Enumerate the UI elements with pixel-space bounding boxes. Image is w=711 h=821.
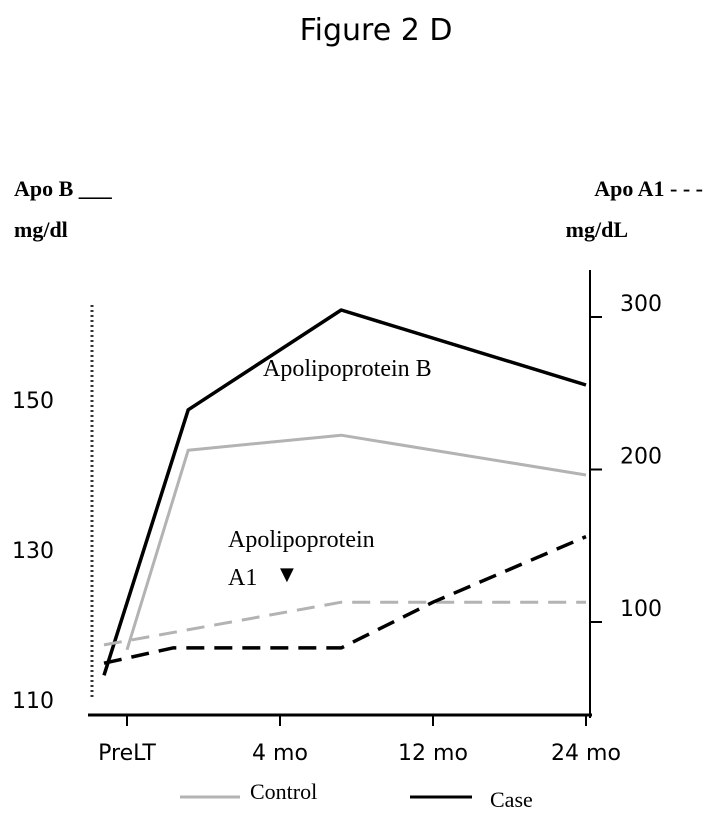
right-tick-label: 200 xyxy=(620,445,662,470)
x-tick-label: 12 mo xyxy=(398,741,468,766)
left-axis-unit: mg/dl xyxy=(14,217,68,242)
series-line-case-apoa1 xyxy=(103,534,587,665)
right-tick-label: 300 xyxy=(620,292,662,317)
x-tick-layer: PreLT 4 mo 12 mo 24 mo xyxy=(98,715,621,766)
series-layer xyxy=(102,308,587,676)
left-tick-label: 110 xyxy=(12,689,54,714)
x-tick-label: 24 mo xyxy=(551,741,621,766)
x-tick-label: PreLT xyxy=(98,741,156,766)
right-tick-label: 100 xyxy=(620,597,662,622)
left-tick-label: 130 xyxy=(12,539,54,564)
right-axis-label: Apo A1 - - - xyxy=(594,176,703,201)
series-line-control-apob xyxy=(125,433,587,651)
apoa1-annotation-line2: A1 xyxy=(228,565,257,591)
legend-label-control: Control xyxy=(250,779,317,804)
legend-label-case: Case xyxy=(490,787,533,812)
x-tick-label: 4 mo xyxy=(252,741,308,766)
left-axis-label: Apo B ___ xyxy=(14,176,113,201)
apoa1-annotation-line1: Apolipoprotein xyxy=(228,527,375,553)
right-axis-unit: mg/dL xyxy=(566,217,628,242)
legend: Control Case xyxy=(180,779,533,812)
left-tick-label: 150 xyxy=(12,389,54,414)
chart-title: Figure 2 D xyxy=(300,13,453,48)
left-tick-layer: 110 130 150 xyxy=(12,389,54,714)
series-line-case-apob xyxy=(102,308,587,676)
apoa1-marker-icon: ▼ xyxy=(280,564,294,585)
right-tick-layer: 100 200 300 xyxy=(590,292,662,623)
series-line-control-apoa1 xyxy=(103,600,586,647)
apob-annotation: Apolipoprotein B xyxy=(263,356,432,382)
